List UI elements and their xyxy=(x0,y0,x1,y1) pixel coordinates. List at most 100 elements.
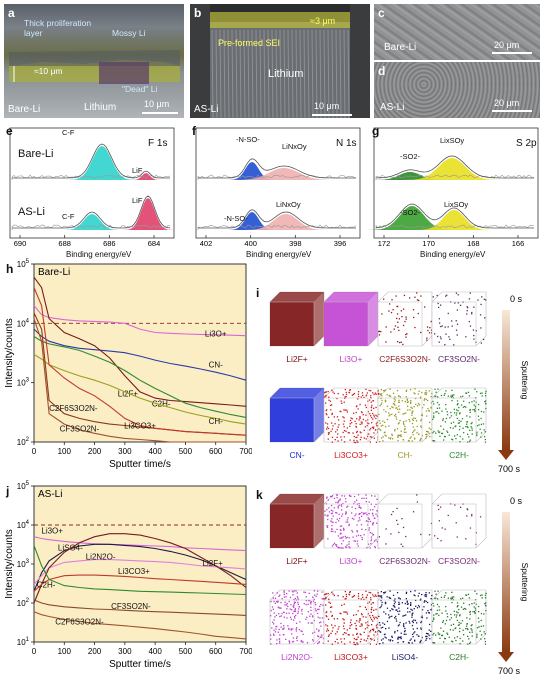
xps-e-peak-label: C-F xyxy=(62,128,75,137)
annotation-sei: Pre-formed SEI xyxy=(218,38,280,48)
panel-letter-g: g xyxy=(372,124,379,138)
x-tick-label: 700 xyxy=(239,447,252,456)
sem-image-b: b ≈3 μm Pre-formed SEI Lithium AS-Li 10 … xyxy=(190,4,370,118)
series-label: Li3O+ xyxy=(205,329,227,338)
xps-e-peak-label: LiF xyxy=(132,196,142,205)
cube-grid: Li2F+ Li3O+ C2F6S3O2N- CF3SO2N- CN- Li3CO3+ CH… xyxy=(266,288,544,474)
annotation-thickness: ≈10 μm xyxy=(34,66,62,76)
ion-cube xyxy=(378,494,432,548)
ion-label: Li3CO3+ xyxy=(334,652,368,662)
series-label: Li2F+ xyxy=(203,559,224,568)
xps-tick-label: 170 xyxy=(422,239,435,248)
sample-label: Bare-Li xyxy=(38,267,70,278)
ion-cube xyxy=(432,590,487,645)
chart-j: Li3O+LiSO4-Li2N2O-Li2F+Li3CO3+C2H-CF3SO2… xyxy=(0,480,252,677)
time-end: 700 s xyxy=(498,464,521,474)
x-tick-label: 0 xyxy=(32,647,37,656)
xps-tick-label: 396 xyxy=(334,239,347,248)
annotation-lithium: Lithium xyxy=(268,68,303,80)
xps-f-peak-label: LiNxOy xyxy=(282,142,307,151)
series-label: Li3O+ xyxy=(41,527,63,536)
xps-g-peak-label: LixSOy xyxy=(444,200,468,209)
series-label: C2H- xyxy=(37,580,56,589)
sem-b-columns xyxy=(190,4,370,118)
ion-cube xyxy=(324,388,379,443)
sem-image-c: c Bare-Li 20 μm xyxy=(374,4,540,60)
y-tick-label: 104 xyxy=(17,318,30,328)
plot-area xyxy=(34,264,246,442)
ion-label: C2H- xyxy=(449,652,469,662)
sputter-arrow xyxy=(502,512,510,652)
ion-cube xyxy=(378,292,433,346)
xps-tick-label: 172 xyxy=(378,239,391,248)
panel-letter: d xyxy=(378,64,385,78)
ion-cube xyxy=(378,590,433,644)
panel-letter-k: k xyxy=(256,488,263,502)
series-label: C2F6S3O2N- xyxy=(55,618,104,627)
xps-tick-label: 402 xyxy=(200,239,213,248)
ion-label: Li2F+ xyxy=(286,354,308,364)
scale-label: 10 μm xyxy=(144,99,169,109)
ion-label: CH- xyxy=(397,450,412,460)
y-axis-label: Intensity/counts xyxy=(4,318,15,387)
ion-cube xyxy=(378,388,433,442)
y-tick-label: 105 xyxy=(17,481,30,491)
ion-cube xyxy=(324,292,378,346)
ion-label: LiSO4- xyxy=(392,652,419,662)
scale-bar xyxy=(312,114,352,116)
ion-cube xyxy=(324,590,379,645)
x-tick-label: 0 xyxy=(32,447,37,456)
ion-cube xyxy=(432,388,487,443)
xps-f-xlabel: Binding energy/eV xyxy=(246,250,311,259)
xps-g-title: S 2p xyxy=(516,138,537,149)
y-tick-label: 104 xyxy=(17,520,30,530)
panel-letter-e: e xyxy=(6,124,13,138)
xps-e-top-sample: Bare-Li xyxy=(18,148,53,160)
time-end: 700 s xyxy=(498,666,521,676)
xps-tick-label: 400 xyxy=(244,239,257,248)
panel-letter-f: f xyxy=(192,124,196,138)
x-tick-label: 700 xyxy=(239,647,252,656)
xps-tick-label: 168 xyxy=(467,239,480,248)
series-label: C2F6S3O2N- xyxy=(49,404,98,413)
arrow-head xyxy=(498,450,514,460)
arrow-head xyxy=(498,652,514,662)
panel-letter: b xyxy=(194,6,201,20)
ion-cube xyxy=(270,292,324,346)
x-tick-label: 500 xyxy=(179,447,193,456)
x-axis-label: Sputter time/s xyxy=(109,659,171,670)
cubes-i: Li2F+ Li3O+ C2F6S3O2N- CF3SO2N- CN- Li3CO3+ CH… xyxy=(266,288,544,474)
x-tick-label: 600 xyxy=(209,447,223,456)
y-tick-label: 103 xyxy=(17,559,30,569)
ion-label: CN- xyxy=(289,450,304,460)
ion-label: Li2F+ xyxy=(286,556,308,566)
series-label: CF3SO2N- xyxy=(111,602,151,611)
xps-peak xyxy=(118,198,178,230)
ion-label: Li3CO3+ xyxy=(334,450,368,460)
sputtering-label: Sputtering xyxy=(520,361,530,400)
ion-label: Li3O+ xyxy=(340,556,363,566)
sample-label: AS-Li xyxy=(38,489,62,500)
sample-label: Bare-Li xyxy=(8,104,40,115)
x-tick-label: 200 xyxy=(88,447,102,456)
x-tick-label: 400 xyxy=(148,647,162,656)
sputter-arrow xyxy=(502,310,510,450)
cubes-k: Li2F+ Li3O+ C2F6S3O2N- CF3SO2N- Li2N2O- Li3CO… xyxy=(266,490,544,676)
xps-f-peak-label: LiNxOy xyxy=(276,200,301,209)
xps-tick-label: 684 xyxy=(148,239,161,248)
xps-tick-label: 166 xyxy=(512,239,525,248)
xps-e-title: F 1s xyxy=(148,138,167,149)
annotation-dead-li: "Dead" Li xyxy=(122,84,157,94)
xps-tick-label: 688 xyxy=(58,239,71,248)
x-tick-label: 600 xyxy=(209,647,223,656)
ion-label: CF3SO2N- xyxy=(438,556,480,566)
ion-label: Li2N2O- xyxy=(281,652,313,662)
scale-bar xyxy=(492,110,532,112)
series-label: Li3CO3+ xyxy=(118,567,150,576)
x-tick-label: 300 xyxy=(118,647,132,656)
series-label: CN- xyxy=(209,361,224,370)
ion-label: Li3O+ xyxy=(340,354,363,364)
xps-f-peak-label: -N-SO- xyxy=(236,135,260,144)
xps-g-peak-label: -SO2- xyxy=(400,208,420,217)
time-start: 0 s xyxy=(510,294,523,304)
